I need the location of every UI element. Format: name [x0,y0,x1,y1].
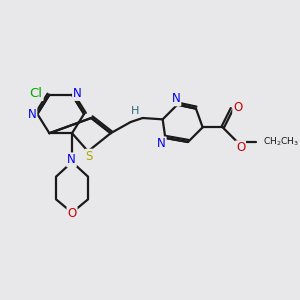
Text: N: N [67,153,76,167]
Text: N: N [73,87,82,100]
Text: N: N [28,107,36,121]
Text: S: S [86,150,93,163]
Text: N: N [157,137,166,150]
Text: O: O [233,101,242,114]
Text: O: O [68,208,77,220]
Text: Cl: Cl [29,87,43,100]
Text: N: N [172,92,180,105]
Text: O: O [236,141,245,154]
Text: H: H [130,106,139,116]
Text: $\rm CH_2CH_3$: $\rm CH_2CH_3$ [262,136,298,148]
